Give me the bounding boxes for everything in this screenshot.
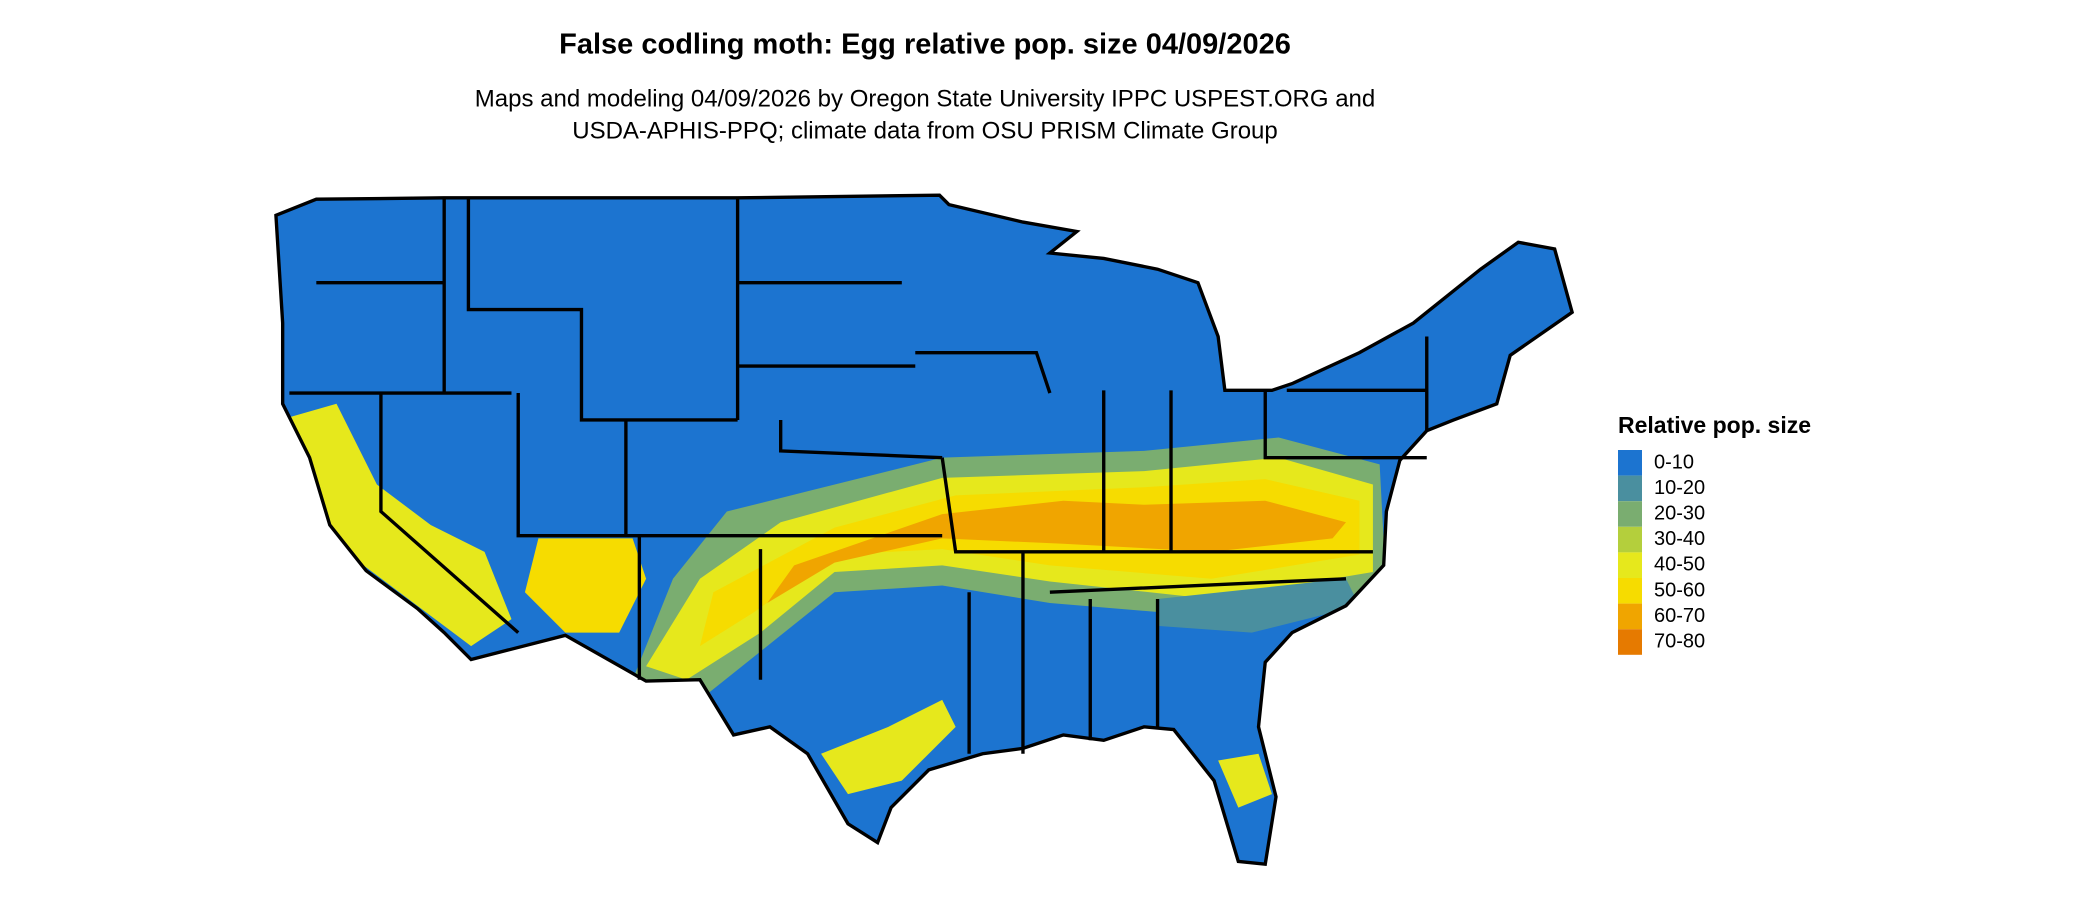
legend-label: 10-20 (1654, 477, 1705, 499)
state-borders (274, 193, 1575, 866)
subtitle: USDA-APHIS-PPQ; climate data from OSU PR… (572, 117, 1278, 144)
legend-swatch (1618, 501, 1642, 527)
band (524, 538, 647, 633)
legend-title: Relative pop. size (1618, 412, 1811, 438)
map (274, 193, 1575, 866)
title: False codling moth: Egg relative pop. si… (559, 29, 1291, 61)
legend-label: 50-60 (1654, 579, 1705, 601)
legend-label: 0-10 (1654, 451, 1694, 473)
legend-label: 30-40 (1654, 528, 1705, 550)
legend-swatch (1618, 450, 1642, 476)
band (289, 403, 512, 647)
legend-label: 70-80 (1654, 630, 1705, 652)
legend-swatch (1618, 629, 1642, 655)
legend-swatch (1618, 603, 1642, 630)
legend-swatch (1618, 552, 1642, 578)
legend-label: 60-70 (1654, 605, 1705, 627)
band (767, 500, 1346, 604)
legend-swatch (1618, 526, 1642, 553)
legend-label: 20-30 (1654, 502, 1705, 524)
legend-label: 40-50 (1654, 554, 1705, 576)
legend-swatch (1618, 578, 1642, 604)
legend-swatch (1618, 475, 1642, 502)
band (1157, 578, 1360, 633)
band (821, 699, 956, 795)
band (1218, 753, 1272, 808)
subtitle: Maps and modeling 04/09/2026 by Oregon S… (475, 85, 1375, 112)
